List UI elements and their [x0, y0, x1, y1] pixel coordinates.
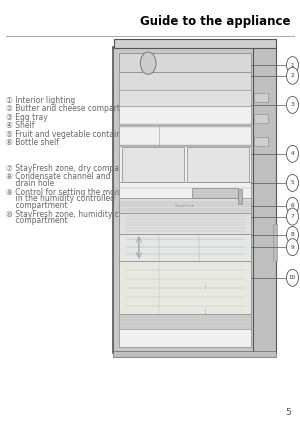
Bar: [119, 124, 251, 127]
Bar: [112, 351, 276, 357]
Text: Guide to the appliance: Guide to the appliance: [140, 15, 291, 28]
Circle shape: [286, 57, 298, 74]
Bar: [119, 261, 251, 314]
Text: 6: 6: [291, 204, 294, 208]
Text: ⑨ Control for setting the moisture level: ⑨ Control for setting the moisture level: [6, 188, 158, 197]
Bar: [119, 144, 251, 147]
Text: 3: 3: [291, 102, 294, 108]
Bar: [119, 198, 251, 213]
Bar: [122, 147, 184, 182]
Circle shape: [286, 197, 298, 214]
Text: ① Interior lighting: ① Interior lighting: [6, 96, 75, 105]
Circle shape: [286, 269, 298, 286]
Text: StayFresh: StayFresh: [175, 204, 195, 208]
Circle shape: [140, 52, 156, 74]
Text: compartment: compartment: [6, 201, 68, 210]
Text: 10: 10: [289, 275, 296, 280]
Text: i: i: [204, 285, 206, 290]
Bar: [119, 233, 251, 261]
Text: ⑦ StayFresh zone, dry compartment: ⑦ StayFresh zone, dry compartment: [6, 164, 146, 173]
Text: j: j: [204, 309, 206, 314]
Bar: [192, 188, 238, 198]
Bar: [254, 114, 268, 123]
Circle shape: [286, 96, 298, 113]
Bar: [273, 224, 277, 261]
Bar: [114, 39, 276, 48]
Circle shape: [286, 174, 298, 191]
Text: 5: 5: [291, 181, 294, 185]
Bar: [119, 213, 251, 233]
Bar: [187, 147, 249, 182]
Text: 1: 1: [291, 62, 294, 68]
Bar: [254, 93, 268, 102]
Circle shape: [286, 67, 298, 84]
Text: ② Butter and cheese compartment: ② Butter and cheese compartment: [6, 104, 140, 113]
Text: drain hole: drain hole: [6, 178, 54, 187]
Bar: [238, 189, 242, 204]
Text: ⑩ StayFresh zone, humidity controlled: ⑩ StayFresh zone, humidity controlled: [6, 210, 153, 219]
Bar: [119, 314, 251, 329]
Text: ④ Shelf: ④ Shelf: [6, 121, 34, 130]
Bar: [112, 47, 276, 353]
Text: 2: 2: [291, 74, 294, 78]
Text: 5: 5: [285, 408, 291, 417]
Circle shape: [286, 208, 298, 225]
Bar: [119, 53, 251, 72]
Text: ⑤ Fruit and vegetable containers: ⑤ Fruit and vegetable containers: [6, 130, 133, 139]
Text: compartment: compartment: [6, 216, 68, 225]
Text: ⑥ Bottle shelf: ⑥ Bottle shelf: [6, 138, 59, 147]
Text: 4: 4: [291, 151, 294, 156]
Circle shape: [286, 227, 298, 244]
Circle shape: [286, 239, 298, 256]
Bar: [119, 90, 251, 106]
Text: ⑧ Condensate channel and: ⑧ Condensate channel and: [6, 172, 110, 181]
Circle shape: [286, 145, 298, 162]
Text: 8: 8: [291, 232, 294, 238]
Bar: [254, 137, 268, 146]
Text: in the humidity controlled: in the humidity controlled: [6, 194, 115, 203]
Bar: [119, 72, 251, 90]
Bar: [119, 53, 251, 347]
Text: ③ Egg tray: ③ Egg tray: [6, 113, 48, 122]
Text: 7: 7: [291, 214, 294, 219]
Text: 9: 9: [291, 245, 294, 249]
Bar: [253, 47, 276, 353]
